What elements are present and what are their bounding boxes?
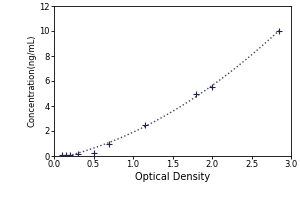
Point bbox=[210, 86, 214, 89]
X-axis label: Optical Density: Optical Density bbox=[135, 172, 210, 182]
Y-axis label: Concentration(ng/mL): Concentration(ng/mL) bbox=[28, 35, 37, 127]
Point bbox=[107, 142, 112, 145]
Point bbox=[75, 153, 80, 156]
Point bbox=[277, 29, 281, 33]
Point bbox=[91, 151, 96, 154]
Point bbox=[64, 153, 68, 157]
Point bbox=[194, 92, 199, 95]
Point bbox=[59, 154, 64, 157]
Point bbox=[142, 123, 147, 126]
Point bbox=[68, 153, 72, 156]
